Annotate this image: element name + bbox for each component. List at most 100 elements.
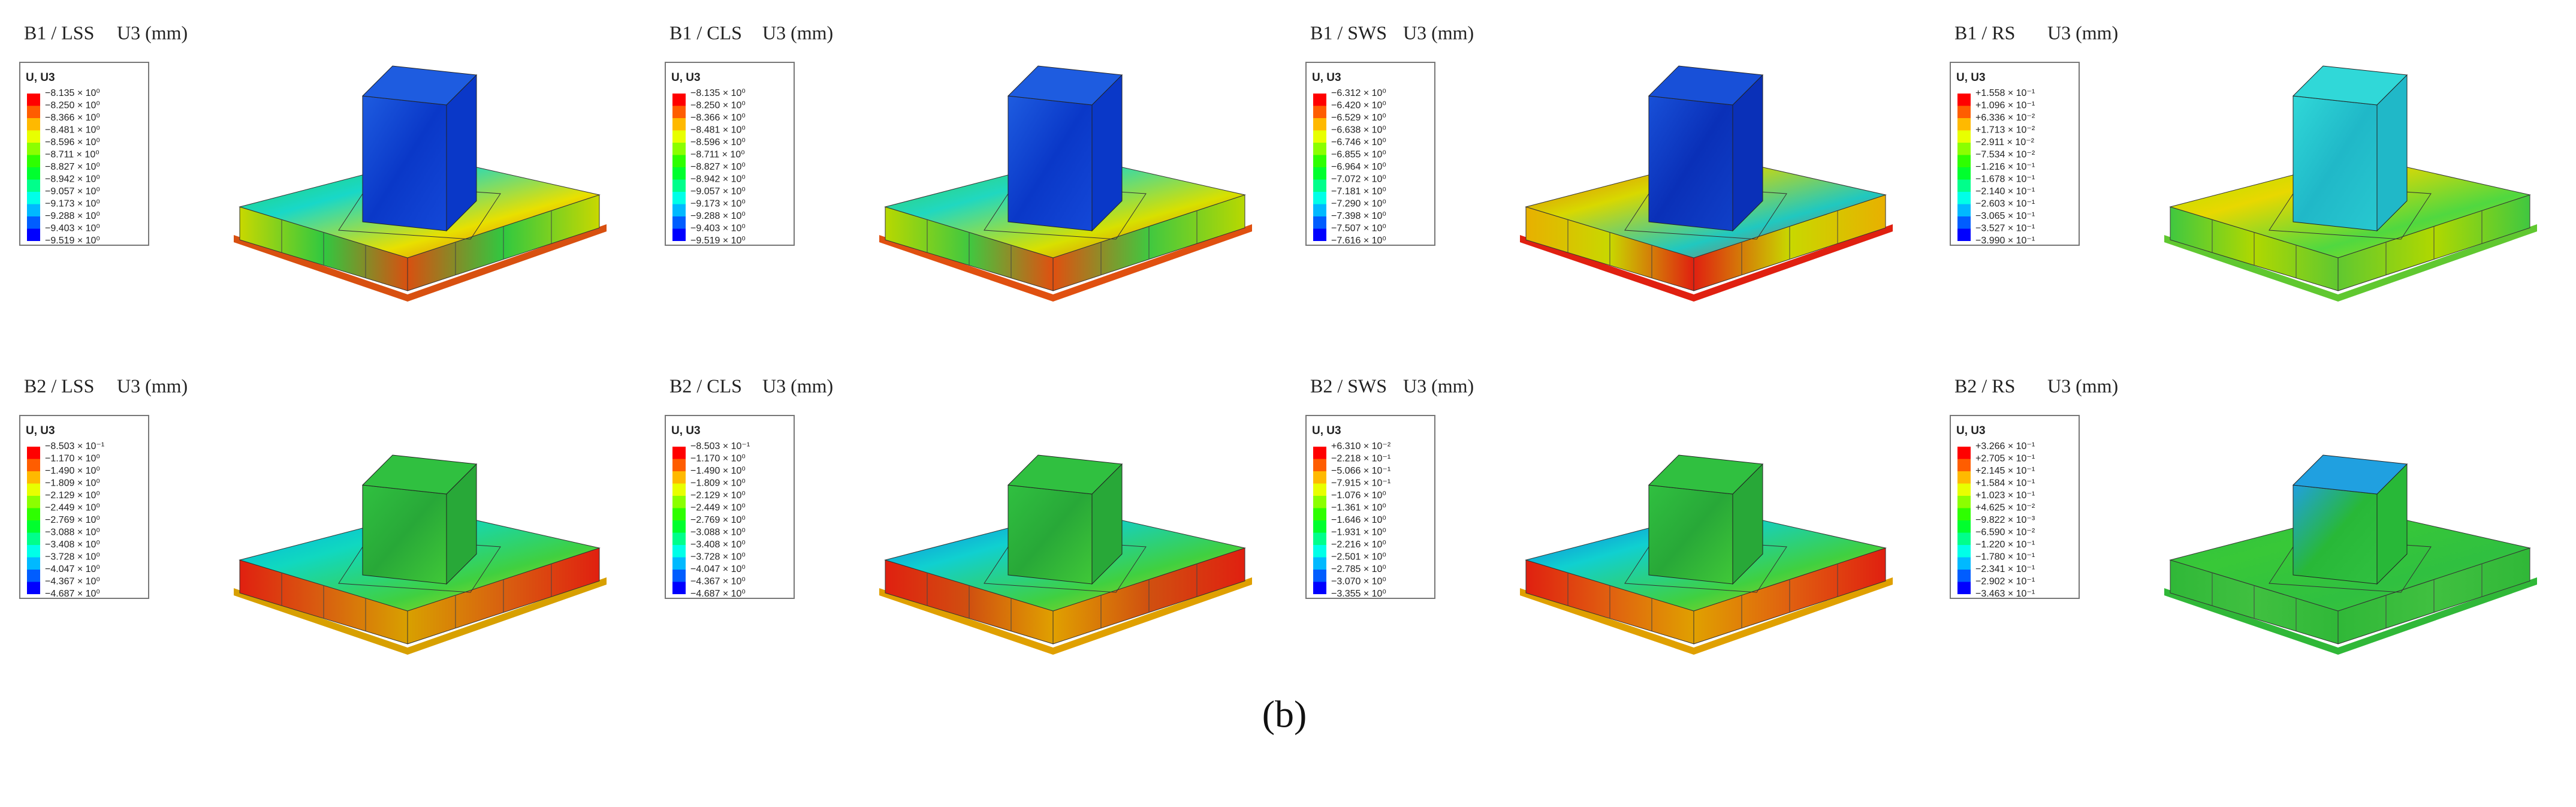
legend-box (665, 415, 795, 599)
legend-header: U, U3 (26, 71, 55, 84)
legend-label: −2.603 × 10⁻¹ (1975, 199, 2035, 209)
panel-quantity: U3 (mm) (1403, 22, 1474, 43)
legend-label: +1.096 × 10⁻¹ (1975, 101, 2035, 111)
legend-label: −8.503 × 10⁻¹ (45, 441, 104, 451)
legend-label: −8.596 × 10⁰ (690, 137, 746, 147)
legend-swatch (1957, 459, 1971, 471)
legend-swatch (672, 471, 686, 484)
legend-swatch (1957, 228, 1971, 241)
legend-swatch (27, 204, 40, 216)
legend-swatch (672, 582, 686, 594)
legend-label: +1.584 × 10⁻¹ (1975, 478, 2035, 489)
plate-base (2164, 224, 2537, 302)
legend-label: −2.769 × 10⁰ (45, 515, 100, 525)
legend-swatch (1313, 447, 1326, 459)
legend-swatch (1313, 167, 1326, 180)
legend-swatch (1957, 118, 1971, 131)
legend-label: −4.047 × 10⁰ (690, 564, 746, 574)
legend-label: −4.367 × 10⁰ (690, 577, 746, 587)
block-front (1008, 95, 1093, 231)
model (879, 65, 1252, 302)
panel-quantity: U3 (mm) (762, 22, 833, 43)
legend-label: −8.711 × 10⁰ (45, 150, 99, 160)
legend-label: +1.558 × 10⁻¹ (1975, 88, 2035, 98)
legend-swatch (672, 204, 686, 216)
panel: B2 / CLS U3 (mm) U, U3 −8.503 × 10⁻¹ −1.170 … (665, 375, 1252, 655)
legend-label: −4.047 × 10⁰ (45, 564, 100, 574)
legend-label: +6.310 × 10⁻² (1331, 441, 1391, 451)
legend-label: −8.481 × 10⁰ (690, 125, 746, 135)
legend-header: U, U3 (1312, 424, 1341, 437)
legend-label: −7.181 × 10⁰ (1331, 186, 1386, 197)
legend-label: −1.490 × 10⁰ (45, 466, 100, 476)
legend-header: U, U3 (671, 424, 701, 437)
legend-label: −7.507 × 10⁰ (1331, 224, 1386, 234)
legend-swatch (1313, 520, 1326, 533)
block-front (1008, 484, 1093, 585)
legend-swatch (1957, 167, 1971, 180)
legend-swatch (27, 471, 40, 484)
model (1520, 65, 1893, 302)
legend-label: −3.728 × 10⁰ (690, 552, 746, 562)
legend-swatch (27, 228, 40, 241)
plate-base (234, 224, 607, 302)
legend-swatch (672, 545, 686, 558)
plate-base (1520, 224, 1893, 302)
legend-label: −9.288 × 10⁰ (45, 211, 100, 221)
legend-swatch (1957, 94, 1971, 106)
legend-swatch (672, 570, 686, 582)
block-front (1648, 484, 1733, 585)
legend-swatch (27, 447, 40, 459)
plate-base (879, 224, 1252, 302)
legend-label: −1.931 × 10⁰ (1331, 528, 1386, 538)
legend-swatch (1313, 545, 1326, 558)
panel-title: B1 / LSS (24, 22, 94, 43)
legend-label: −3.088 × 10⁰ (45, 528, 100, 538)
legend-label: −2.902 × 10⁻¹ (1975, 577, 2035, 587)
legend-swatch (27, 557, 40, 570)
block-top (1648, 65, 1764, 106)
legend-label: −2.769 × 10⁰ (690, 515, 746, 525)
legend-label: −7.616 × 10⁰ (1331, 236, 1386, 246)
legend-label: −8.596 × 10⁰ (45, 137, 100, 147)
legend-label: −6.312 × 10⁰ (1331, 88, 1386, 98)
legend-swatch (1957, 155, 1971, 167)
block-top (1007, 454, 1123, 495)
legend-header: U, U3 (1956, 71, 1986, 84)
legend-label: −8.366 × 10⁰ (45, 113, 100, 123)
legend-label: −1.170 × 10⁰ (45, 454, 100, 464)
legend-box (1305, 415, 1435, 599)
legend-label: −1.216 × 10⁻¹ (1975, 162, 2035, 172)
legend-label: −6.746 × 10⁰ (1331, 137, 1386, 147)
legend-swatch (1313, 94, 1326, 106)
block-front (2293, 484, 2378, 585)
legend-label: −7.290 × 10⁰ (1331, 199, 1386, 209)
legend-swatch (1313, 106, 1326, 118)
legend-swatch (27, 216, 40, 229)
legend-label: −3.728 × 10⁰ (45, 552, 100, 562)
legend-label: −4.687 × 10⁰ (690, 589, 746, 599)
legend-label: −3.355 × 10⁰ (1331, 589, 1386, 599)
legend-box (1950, 62, 2080, 246)
legend-label: −3.065 × 10⁻¹ (1975, 211, 2035, 221)
legend-label: −1.809 × 10⁰ (45, 478, 100, 489)
legend-swatch (1957, 192, 1971, 204)
legend-label: −2.218 × 10⁻¹ (1331, 454, 1390, 464)
legend-label: −6.529 × 10⁰ (1331, 113, 1386, 123)
legend-swatch (672, 557, 686, 570)
legend-label: −6.420 × 10⁰ (1331, 101, 1386, 111)
legend-label: −3.463 × 10⁻¹ (1975, 589, 2035, 599)
block-top (1007, 65, 1123, 106)
legend-label: −6.855 × 10⁰ (1331, 150, 1386, 160)
legend-label: −5.066 × 10⁻¹ (1331, 466, 1390, 476)
legend-swatch (672, 143, 686, 155)
plate-base (879, 577, 1252, 655)
block-top (2292, 65, 2408, 106)
legend-swatch (1313, 216, 1326, 229)
legend-swatch (1313, 228, 1326, 241)
legend-swatch (1957, 216, 1971, 229)
legend-label: −6.964 × 10⁰ (1331, 162, 1386, 172)
legend-swatch (672, 118, 686, 131)
legend-label: −8.250 × 10⁰ (45, 101, 100, 111)
